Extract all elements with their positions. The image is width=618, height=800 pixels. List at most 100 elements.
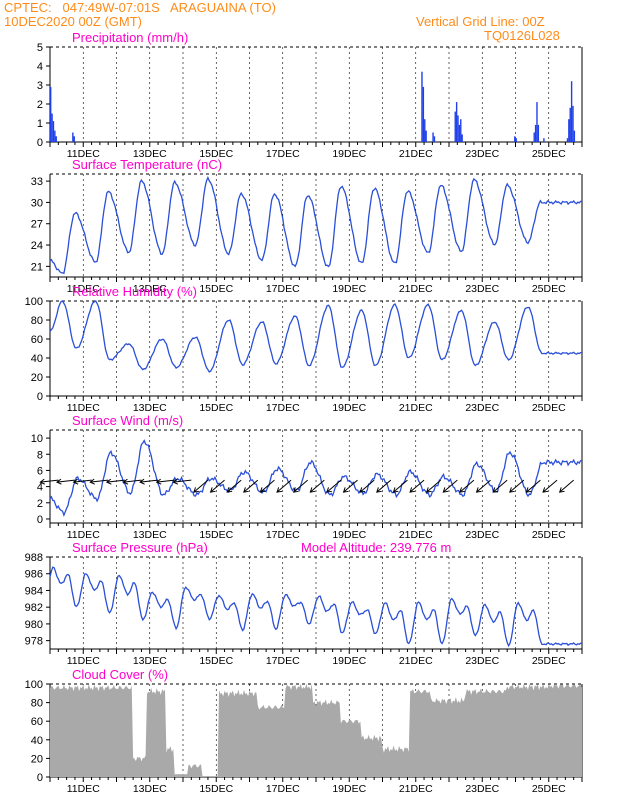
wind-vector [106, 479, 125, 483]
precip-bar [50, 86, 52, 142]
wind-vector [393, 479, 408, 493]
y-tick-label: 980 [25, 619, 43, 631]
wind-arrowhead [172, 478, 179, 485]
x-tick-label: 15DEC [199, 783, 233, 795]
precip-bar [572, 105, 574, 142]
x-tick-label: 13DEC [133, 283, 167, 295]
precip-bar [543, 138, 545, 142]
model-altitude: Model Altitude: 239.776 m [301, 540, 451, 555]
y-tick-label: 984 [25, 585, 43, 597]
header-location: CPTEC: 047:49W-07:01S ARAGUAINA (TO) [4, 0, 276, 15]
x-tick-label: 11DEC [67, 283, 100, 295]
y-tick-label: 21 [31, 261, 43, 273]
wind-vector [56, 479, 75, 483]
wind-arrowhead [155, 478, 162, 485]
y-tick-label: 988 [25, 552, 43, 564]
wind-vector [210, 479, 225, 493]
x-tick-label: 25DEC [532, 283, 566, 295]
x-tick-label: 19DEC [332, 783, 366, 795]
wind-vector [459, 479, 475, 493]
precip-bar [73, 136, 75, 142]
wind-vector [343, 479, 358, 493]
panel-title: Surface Pressure (hPa) [72, 540, 208, 555]
x-tick-label: 23DEC [465, 529, 499, 541]
wind-vector [409, 479, 425, 493]
x-tick-label: 21DEC [399, 655, 433, 667]
panel-title: Surface Wind (m/s) [72, 413, 183, 428]
wind-arrowhead [525, 487, 532, 493]
x-tick-label: 15DEC [199, 283, 233, 295]
precip-bar [568, 119, 570, 142]
wind-vector [326, 479, 342, 493]
x-tick-label: 15DEC [199, 402, 233, 414]
y-tick-label: 0 [37, 772, 43, 784]
x-tick-label: 23DEC [465, 283, 499, 295]
wind-vector [309, 479, 325, 493]
x-tick-label: 13DEC [133, 783, 167, 795]
y-tick-label: 4 [37, 482, 43, 494]
precip-bar [55, 136, 57, 142]
precip-bar [422, 86, 425, 142]
precip-bar [455, 102, 458, 142]
wind-vector [226, 479, 242, 493]
wind-vector [276, 479, 292, 493]
x-tick-label: 13DEC [133, 529, 167, 541]
wind-vector [376, 479, 392, 493]
y-tick-label: 8 [37, 449, 43, 461]
wind-arrowhead [105, 478, 112, 485]
wind-arrowhead [209, 487, 216, 493]
x-tick-label: 11DEC [67, 783, 100, 795]
wind-arrowhead [55, 478, 62, 485]
precip-bar [433, 136, 436, 142]
wind-arrowhead [89, 478, 95, 485]
wind-arrowhead [509, 487, 515, 493]
y-tick-label: 60 [31, 334, 43, 346]
y-tick-label: 20 [31, 372, 43, 384]
wind-arrowhead [39, 478, 46, 485]
y-tick-label: 0 [37, 514, 43, 526]
wind-vector [492, 479, 508, 493]
wind-vector [123, 479, 142, 483]
precip-bar [424, 119, 426, 142]
wind-arrowhead [243, 487, 249, 493]
wind-vector [140, 479, 159, 483]
precip-bar [536, 102, 538, 142]
wind-vector [559, 479, 575, 493]
x-tick-label: 11DEC [67, 529, 100, 541]
y-tick-label: 986 [25, 569, 43, 581]
precip-bar [432, 132, 434, 142]
x-tick-label: 23DEC [465, 402, 499, 414]
y-tick-label: 4 [37, 61, 43, 73]
x-tick-label: 19DEC [332, 283, 366, 295]
wind-arrowhead [342, 487, 349, 493]
y-tick-label: 2 [37, 99, 43, 111]
y-tick-label: 10 [31, 433, 43, 445]
precip-bar [458, 124, 461, 142]
y-tick-label: 80 [31, 315, 43, 327]
x-tick-label: 15DEC [199, 148, 233, 160]
x-tick-label: 15DEC [199, 529, 233, 541]
y-tick-label: 3 [37, 80, 43, 92]
x-tick-label: 13DEC [133, 148, 167, 160]
humidity-line [49, 300, 582, 373]
wind-arrowhead [492, 487, 499, 493]
x-tick-label: 17DEC [266, 783, 300, 795]
wind-arrowhead [259, 487, 266, 493]
y-tick-label: 2 [37, 498, 43, 510]
x-tick-label: 25DEC [532, 783, 566, 795]
wind-vector [173, 479, 192, 483]
x-tick-label: 15DEC [199, 655, 233, 667]
precip-bar [54, 130, 56, 142]
wind-arrowhead [122, 478, 129, 485]
precip-bar [457, 115, 459, 142]
x-tick-label: 17DEC [266, 655, 300, 667]
x-tick-label: 25DEC [532, 402, 566, 414]
precip-bar [566, 138, 569, 142]
x-tick-label: 21DEC [399, 402, 433, 414]
precip-bar [570, 81, 573, 142]
precip-bar [537, 124, 540, 142]
panel-title: Precipitation (mm/h) [72, 30, 188, 45]
wind-vector [243, 479, 259, 493]
wind-arrowhead [193, 487, 199, 493]
x-tick-label: 13DEC [133, 402, 167, 414]
